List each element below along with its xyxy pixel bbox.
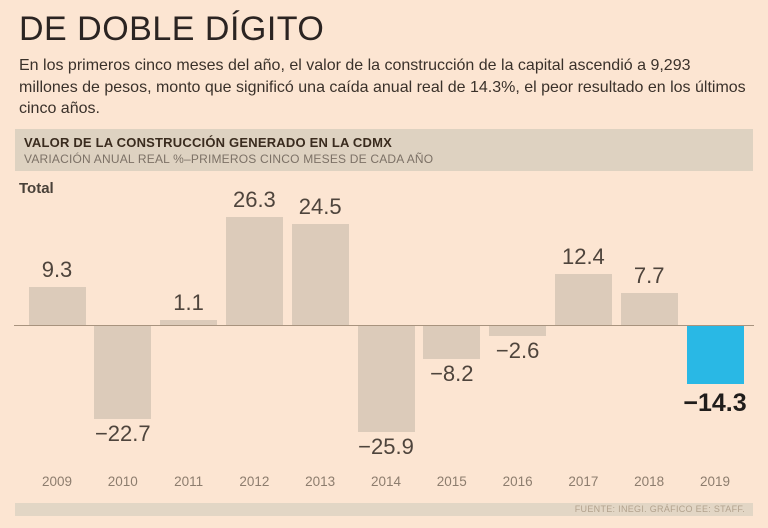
year-label-2016: 2016 (502, 473, 533, 489)
bar-2015 (423, 325, 481, 360)
value-label-2010: −22.7 (94, 420, 151, 446)
year-label-2018: 2018 (634, 473, 665, 489)
value-label-2012: 26.3 (232, 186, 276, 212)
value-label-2017: 12.4 (561, 243, 605, 269)
year-label-2015: 2015 (436, 473, 467, 489)
year-label-2019: 2019 (699, 473, 731, 489)
bar-2009 (28, 286, 86, 325)
chart-subheading: VARIACIÓN ANUAL REAL %–PRIMEROS CINCO ME… (24, 151, 434, 166)
value-label-2019: −14.3 (683, 389, 747, 418)
year-label-2012: 2012 (239, 473, 270, 489)
bar-2010 (94, 325, 152, 419)
bar-2011 (160, 320, 218, 325)
page-title: DE DOBLE DÍGITO (19, 10, 325, 48)
bar-2016 (489, 325, 547, 337)
bar-2012 (225, 216, 283, 325)
source-strip: FUENTE: INEGI. GRÁFICO EE: STAFF. (15, 502, 753, 516)
chart-heading: VALOR DE LA CONSTRUCCIÓN GENERADO EN LA … (24, 134, 392, 150)
series-label: Total (19, 179, 54, 197)
value-label-2016: −2.6 (495, 338, 540, 364)
value-label-2013: 24.5 (298, 194, 342, 220)
year-label-2014: 2014 (370, 473, 402, 489)
bar-2013 (291, 224, 349, 325)
value-label-2011: 1.1 (173, 290, 204, 316)
intro-paragraph: En los primeros cinco meses del año, el … (19, 57, 746, 117)
infographic: DE DOBLE DÍGITO En los primeros cinco me… (0, 10, 768, 528)
bar-chart: 9.3 2009 −22.7 2010 1.1 2011 26.3 2012 24.5 2013 −… (14, 187, 754, 494)
value-label-2009: 9.3 (41, 256, 73, 282)
year-label-2017: 2017 (568, 473, 599, 489)
value-label-2014: −25.9 (358, 433, 414, 459)
value-label-2015: −8.2 (430, 361, 474, 387)
year-label-2009: 2009 (41, 473, 73, 489)
bar-2019 (686, 325, 744, 385)
source-credit: FUENTE: INEGI. GRÁFICO EE: STAFF. (574, 504, 745, 515)
bar-2017 (554, 273, 612, 325)
value-label-2018: 7.7 (633, 263, 665, 289)
chart-header-strip: VALOR DE LA CONSTRUCCIÓN GENERADO EN LA … (15, 128, 753, 171)
zero-baseline (14, 324, 754, 326)
year-label-2010: 2010 (107, 473, 138, 489)
year-label-2013: 2013 (305, 473, 336, 489)
bar-2018 (620, 293, 678, 325)
bar-2014 (357, 325, 415, 432)
year-label-2011: 2011 (174, 473, 204, 489)
